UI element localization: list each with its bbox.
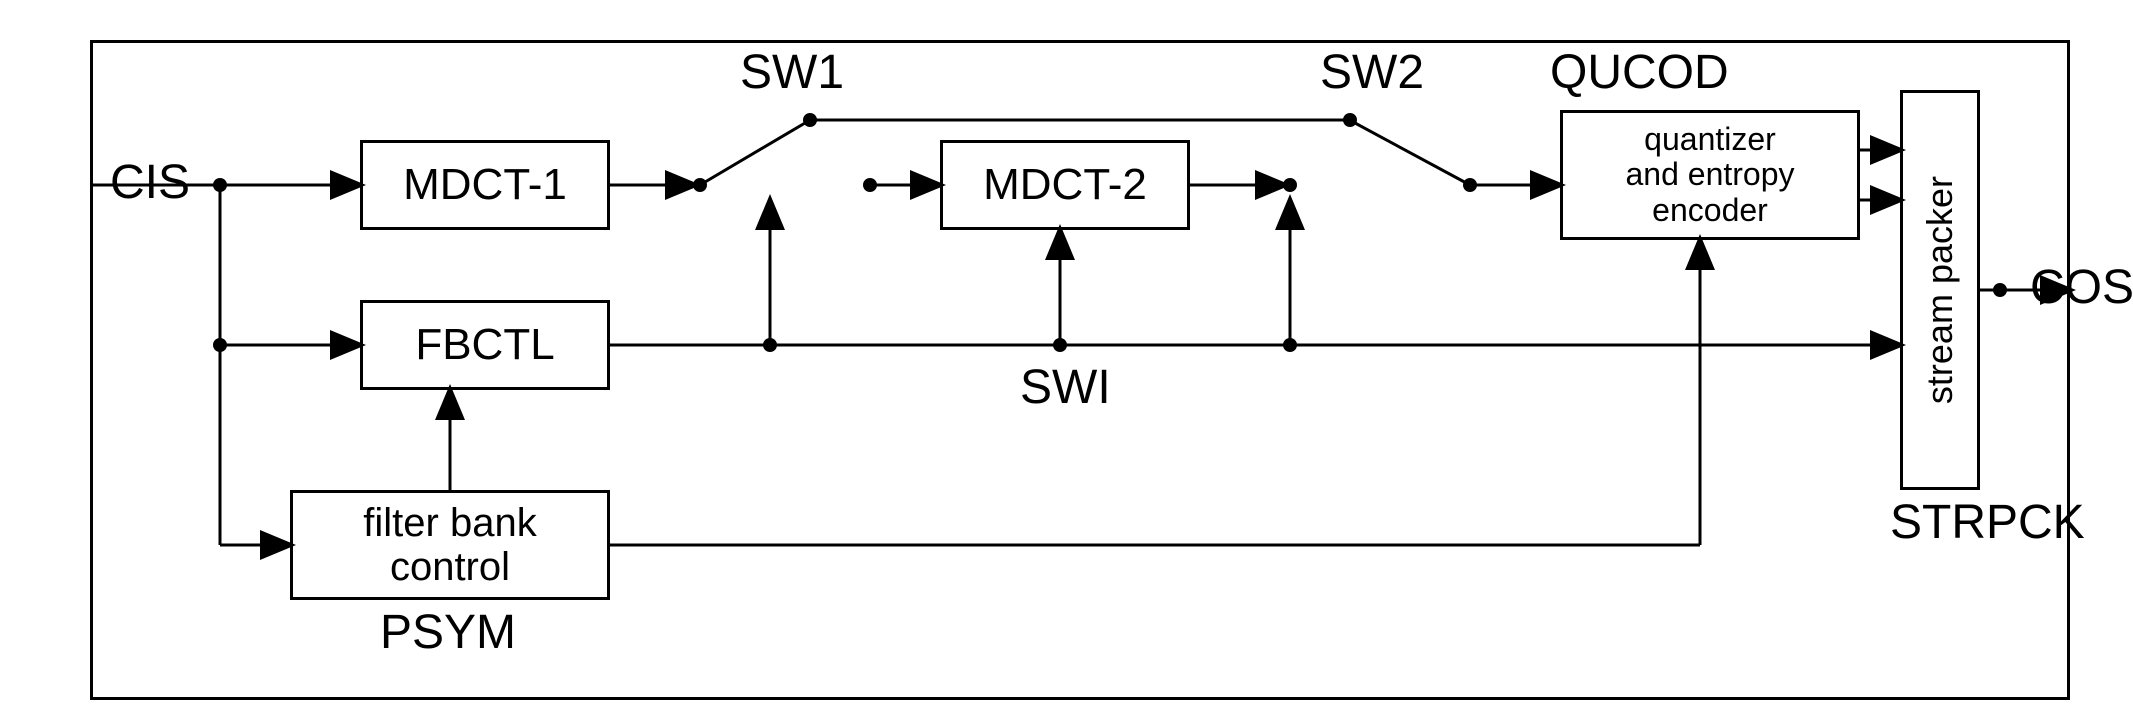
qucod-box-text: quantizer and entropy encoder: [1625, 122, 1794, 228]
cis-label: CIS: [110, 155, 190, 210]
qucod-block: quantizer and entropy encoder: [1560, 110, 1860, 240]
diagram-canvas: MDCT-1 FBCTL filter bank control MDCT-2 …: [0, 0, 2133, 722]
sw2-label: SW2: [1320, 45, 1424, 100]
psym-block: filter bank control: [290, 490, 610, 600]
sw1-label: SW1: [740, 45, 844, 100]
qucod-line3: encoder: [1652, 192, 1768, 228]
qucod-line2: and entropy: [1625, 156, 1794, 192]
fbctl-block: FBCTL: [360, 300, 610, 390]
mdct2-label: MDCT-2: [983, 160, 1147, 210]
psym-label: PSYM: [380, 605, 516, 660]
mdct1-block: MDCT-1: [360, 140, 610, 230]
fbctl-label: FBCTL: [415, 320, 554, 370]
mdct1-label: MDCT-1: [403, 160, 567, 210]
strpck-label: STRPCK: [1890, 495, 2085, 550]
psym-line2: control: [390, 545, 510, 589]
qucod-label: QUCOD: [1550, 45, 1729, 100]
psym-box-text: filter bank control: [363, 501, 536, 589]
psym-line1: filter bank: [363, 501, 536, 545]
cos-label: COS: [2030, 260, 2133, 315]
mdct2-block: MDCT-2: [940, 140, 1190, 230]
qucod-line1: quantizer: [1644, 121, 1776, 157]
swi-label: SWI: [1020, 360, 1111, 415]
strpck-box-label: stream packer: [1919, 176, 1961, 404]
strpck-block: stream packer: [1900, 90, 1980, 490]
